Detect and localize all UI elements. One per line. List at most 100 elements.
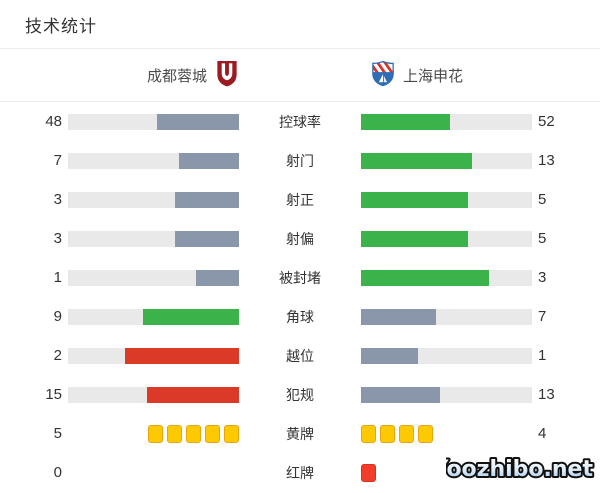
home-team-crest-icon <box>215 60 239 91</box>
home-stat-bar <box>68 347 239 364</box>
home-bar-fill <box>174 230 239 247</box>
home-stat-bar <box>68 386 239 403</box>
home-stat-value: 3 <box>53 230 62 247</box>
away-bar-fill <box>361 113 450 130</box>
stats-list: 48 控球率 52 7 射门 13 3 射正 <box>0 102 600 492</box>
stat-label: 红牌 <box>286 464 314 481</box>
away-team-name: 上海申花 <box>403 67 464 85</box>
home-cards <box>68 424 239 443</box>
home-stat-bar <box>68 464 239 482</box>
home-stat-value: 3 <box>53 191 62 208</box>
away-bar-fill <box>361 347 418 364</box>
yellow-card-icon <box>167 424 182 443</box>
home-stat-value: 9 <box>53 308 62 325</box>
stat-label: 射正 <box>286 191 314 208</box>
stat-label: 射门 <box>286 152 314 169</box>
away-bar-fill <box>361 308 436 325</box>
home-bar-fill <box>196 269 239 286</box>
away-stat-value: 13 <box>538 152 555 169</box>
away-stat-value: 4 <box>538 425 547 442</box>
away-stat-value: 1 <box>538 347 547 364</box>
away-stat-value: 5 <box>538 230 547 247</box>
stat-row: 5 黄牌 4 <box>0 414 600 453</box>
stat-label: 被封堵 <box>279 269 321 286</box>
home-stat-bar <box>68 269 239 286</box>
stat-label: 角球 <box>286 308 314 325</box>
away-stat-bar <box>361 347 532 364</box>
away-team-crest-icon <box>371 60 395 91</box>
away-stat-bar <box>361 463 532 482</box>
away-stat-bar <box>361 269 532 286</box>
yellow-card-icon <box>186 424 201 443</box>
home-bar-fill <box>142 308 239 325</box>
stat-row: 0 红牌 <box>0 453 600 492</box>
home-bar-fill <box>156 113 239 130</box>
away-stat-bar <box>361 424 532 443</box>
team-header: 成都蓉城 <box>0 49 600 102</box>
away-stat-value: 52 <box>538 113 555 130</box>
away-stat-value: 13 <box>538 386 555 403</box>
stat-row: 7 射门 13 <box>0 141 600 180</box>
away-cards <box>361 463 532 482</box>
home-stat-value: 0 <box>53 464 62 481</box>
home-stat-bar <box>68 424 239 443</box>
stat-row: 48 控球率 52 <box>0 102 600 141</box>
home-bar-fill <box>179 152 239 169</box>
stat-label: 射偏 <box>286 230 314 247</box>
home-stat-value: 7 <box>53 152 62 169</box>
stat-label: 犯规 <box>286 386 314 403</box>
stat-row: 3 射正 5 <box>0 180 600 219</box>
home-stat-value: 1 <box>53 269 62 286</box>
away-stat-bar <box>361 386 532 403</box>
red-card-icon <box>361 463 376 482</box>
stat-row: 1 被封堵 3 <box>0 258 600 297</box>
home-stat-bar <box>68 308 239 325</box>
away-bar-fill <box>361 152 473 169</box>
stat-label: 控球率 <box>279 113 321 130</box>
home-stat-value: 5 <box>53 425 62 442</box>
home-stat-bar <box>68 191 239 208</box>
away-bar-fill <box>361 386 441 403</box>
away-stat-bar <box>361 230 532 247</box>
away-bar-fill <box>361 269 490 286</box>
home-stat-value: 15 <box>45 386 62 403</box>
home-stat-bar <box>68 113 239 130</box>
home-cards <box>68 464 239 482</box>
yellow-card-icon <box>380 424 395 443</box>
stat-row: 2 越位 1 <box>0 336 600 375</box>
home-team-name: 成都蓉城 <box>146 67 207 85</box>
home-stat-value: 48 <box>45 113 62 130</box>
away-stat-bar <box>361 152 532 169</box>
away-stat-value: 5 <box>538 191 547 208</box>
yellow-card-icon <box>418 424 433 443</box>
away-stat-bar <box>361 113 532 130</box>
yellow-card-icon <box>361 424 376 443</box>
away-stat-value: 7 <box>538 308 547 325</box>
stat-label: 越位 <box>286 347 314 364</box>
away-team-header: 上海申花 <box>361 60 532 91</box>
page-title: 技术统计 <box>25 16 97 36</box>
home-stat-value: 2 <box>53 347 62 364</box>
stat-row: 15 犯规 13 <box>0 375 600 414</box>
title-bar: 技术统计 <box>0 0 600 49</box>
stat-row: 3 射偏 5 <box>0 219 600 258</box>
away-stat-bar <box>361 191 532 208</box>
yellow-card-icon <box>399 424 414 443</box>
stat-row: 9 角球 7 <box>0 297 600 336</box>
away-bar-fill <box>361 230 468 247</box>
home-bar-fill <box>174 191 239 208</box>
home-stat-bar <box>68 230 239 247</box>
home-bar-fill <box>147 386 239 403</box>
yellow-card-icon <box>148 424 163 443</box>
home-team-header: 成都蓉城 <box>68 60 239 91</box>
away-stat-bar <box>361 308 532 325</box>
yellow-card-icon <box>224 424 239 443</box>
away-stat-value: 3 <box>538 269 547 286</box>
home-bar-fill <box>124 347 239 364</box>
stat-label: 黄牌 <box>286 425 314 442</box>
away-bar-fill <box>361 191 468 208</box>
yellow-card-icon <box>205 424 220 443</box>
home-stat-bar <box>68 152 239 169</box>
away-cards <box>361 424 532 443</box>
